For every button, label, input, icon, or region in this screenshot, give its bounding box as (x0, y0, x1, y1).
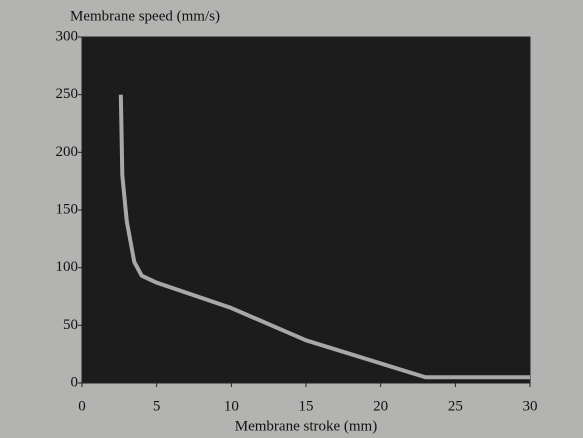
x-tick-label: 5 (153, 398, 161, 414)
x-tick-label: 30 (523, 398, 538, 414)
y-tick-label: 0 (71, 374, 79, 390)
x-tick-label: 15 (299, 398, 314, 414)
chart: Membrane speed (mm/s) Membrane stroke (m… (0, 0, 583, 438)
x-axis-label: Membrane stroke (mm) (235, 418, 377, 434)
y-tick-label: 200 (56, 144, 79, 160)
y-tick-label: 50 (63, 317, 78, 333)
x-tick-label: 20 (373, 398, 388, 414)
y-tick-label: 250 (56, 86, 79, 102)
plot-area (82, 37, 530, 383)
x-tick-label: 10 (224, 398, 239, 414)
x-tick-label: 0 (78, 398, 86, 414)
x-tick-label: 25 (448, 398, 463, 414)
y-axis-label: Membrane speed (mm/s) (70, 8, 220, 24)
y-tick-label: 300 (56, 28, 79, 44)
y-tick-label: 100 (56, 259, 79, 275)
y-tick-label: 150 (56, 201, 79, 217)
